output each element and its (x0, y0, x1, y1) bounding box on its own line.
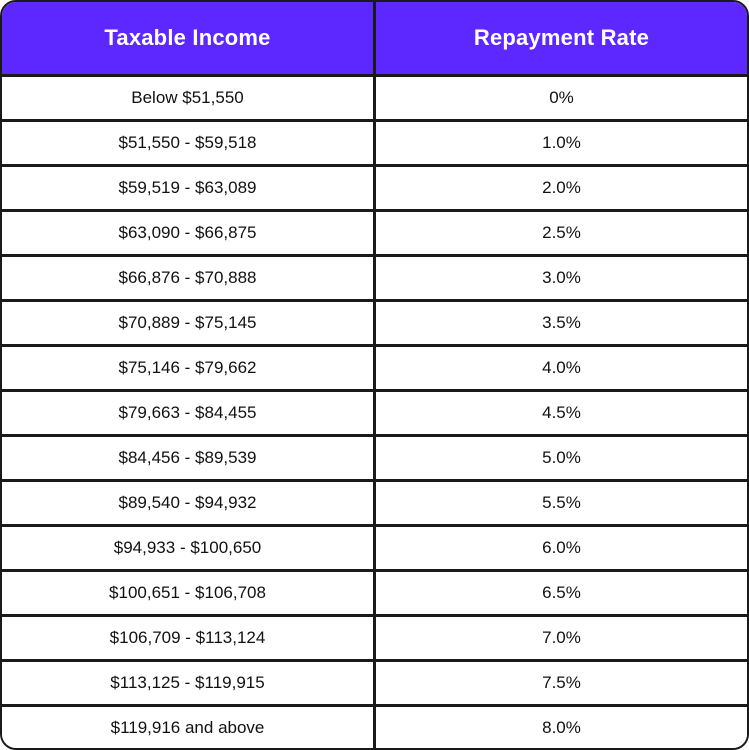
taxable-income-cell: $75,146 - $79,662 (2, 344, 376, 392)
table-body: Below $51,550 0% $51,550 - $59,518 1.0% $59,… (2, 74, 747, 748)
taxable-income-cell: $100,651 - $106,708 (2, 569, 376, 617)
taxable-income-cell: $63,090 - $66,875 (2, 209, 376, 257)
repayment-rate-cell: 3.0% (373, 254, 747, 302)
table-row: $94,933 - $100,650 6.0% (2, 524, 747, 572)
repayment-rate-cell: 0% (373, 74, 747, 122)
taxable-income-cell: $70,889 - $75,145 (2, 299, 376, 347)
taxable-income-cell: $59,519 - $63,089 (2, 164, 376, 212)
table-row: $89,540 - $94,932 5.5% (2, 479, 747, 527)
taxable-income-cell: $51,550 - $59,518 (2, 119, 376, 167)
taxable-income-cell: $79,663 - $84,455 (2, 389, 376, 437)
repayment-rate-cell: 2.0% (373, 164, 747, 212)
table-row: $79,663 - $84,455 4.5% (2, 389, 747, 437)
table-row: $84,456 - $89,539 5.0% (2, 434, 747, 482)
table-row: $106,709 - $113,124 7.0% (2, 614, 747, 662)
taxable-income-cell: $113,125 - $119,915 (2, 659, 376, 707)
repayment-rate-cell: 4.0% (373, 344, 747, 392)
table-row: $119,916 and above 8.0% (2, 704, 747, 748)
header-row: Taxable Income Repayment Rate (2, 2, 747, 77)
table-row: $51,550 - $59,518 1.0% (2, 119, 747, 167)
taxable-income-cell: Below $51,550 (2, 74, 376, 122)
repayment-rate-cell: 2.5% (373, 209, 747, 257)
repayment-rate-cell: 7.0% (373, 614, 747, 662)
header-taxable-income: Taxable Income (2, 2, 376, 77)
taxable-income-cell: $66,876 - $70,888 (2, 254, 376, 302)
taxable-income-cell: $94,933 - $100,650 (2, 524, 376, 572)
table-row: $113,125 - $119,915 7.5% (2, 659, 747, 707)
repayment-rate-cell: 5.5% (373, 479, 747, 527)
repayment-rate-cell: 1.0% (373, 119, 747, 167)
table-row: $63,090 - $66,875 2.5% (2, 209, 747, 257)
repayment-rate-cell: 7.5% (373, 659, 747, 707)
table-row: $75,146 - $79,662 4.0% (2, 344, 747, 392)
table-row: $59,519 - $63,089 2.0% (2, 164, 747, 212)
taxable-income-cell: $84,456 - $89,539 (2, 434, 376, 482)
table-row: $66,876 - $70,888 3.0% (2, 254, 747, 302)
repayment-rate-cell: 4.5% (373, 389, 747, 437)
repayment-rate-cell: 6.5% (373, 569, 747, 617)
header-repayment-rate: Repayment Rate (373, 2, 747, 77)
table-row: $70,889 - $75,145 3.5% (2, 299, 747, 347)
repayment-rate-cell: 8.0% (373, 704, 747, 748)
repayment-rate-cell: 5.0% (373, 434, 747, 482)
table-row: $100,651 - $106,708 6.5% (2, 569, 747, 617)
taxable-income-cell: $89,540 - $94,932 (2, 479, 376, 527)
repayment-rate-cell: 6.0% (373, 524, 747, 572)
taxable-income-cell: $106,709 - $113,124 (2, 614, 376, 662)
table-header: Taxable Income Repayment Rate (2, 2, 747, 77)
repayment-rate-cell: 3.5% (373, 299, 747, 347)
taxable-income-cell: $119,916 and above (2, 704, 376, 748)
table-row: Below $51,550 0% (2, 74, 747, 122)
